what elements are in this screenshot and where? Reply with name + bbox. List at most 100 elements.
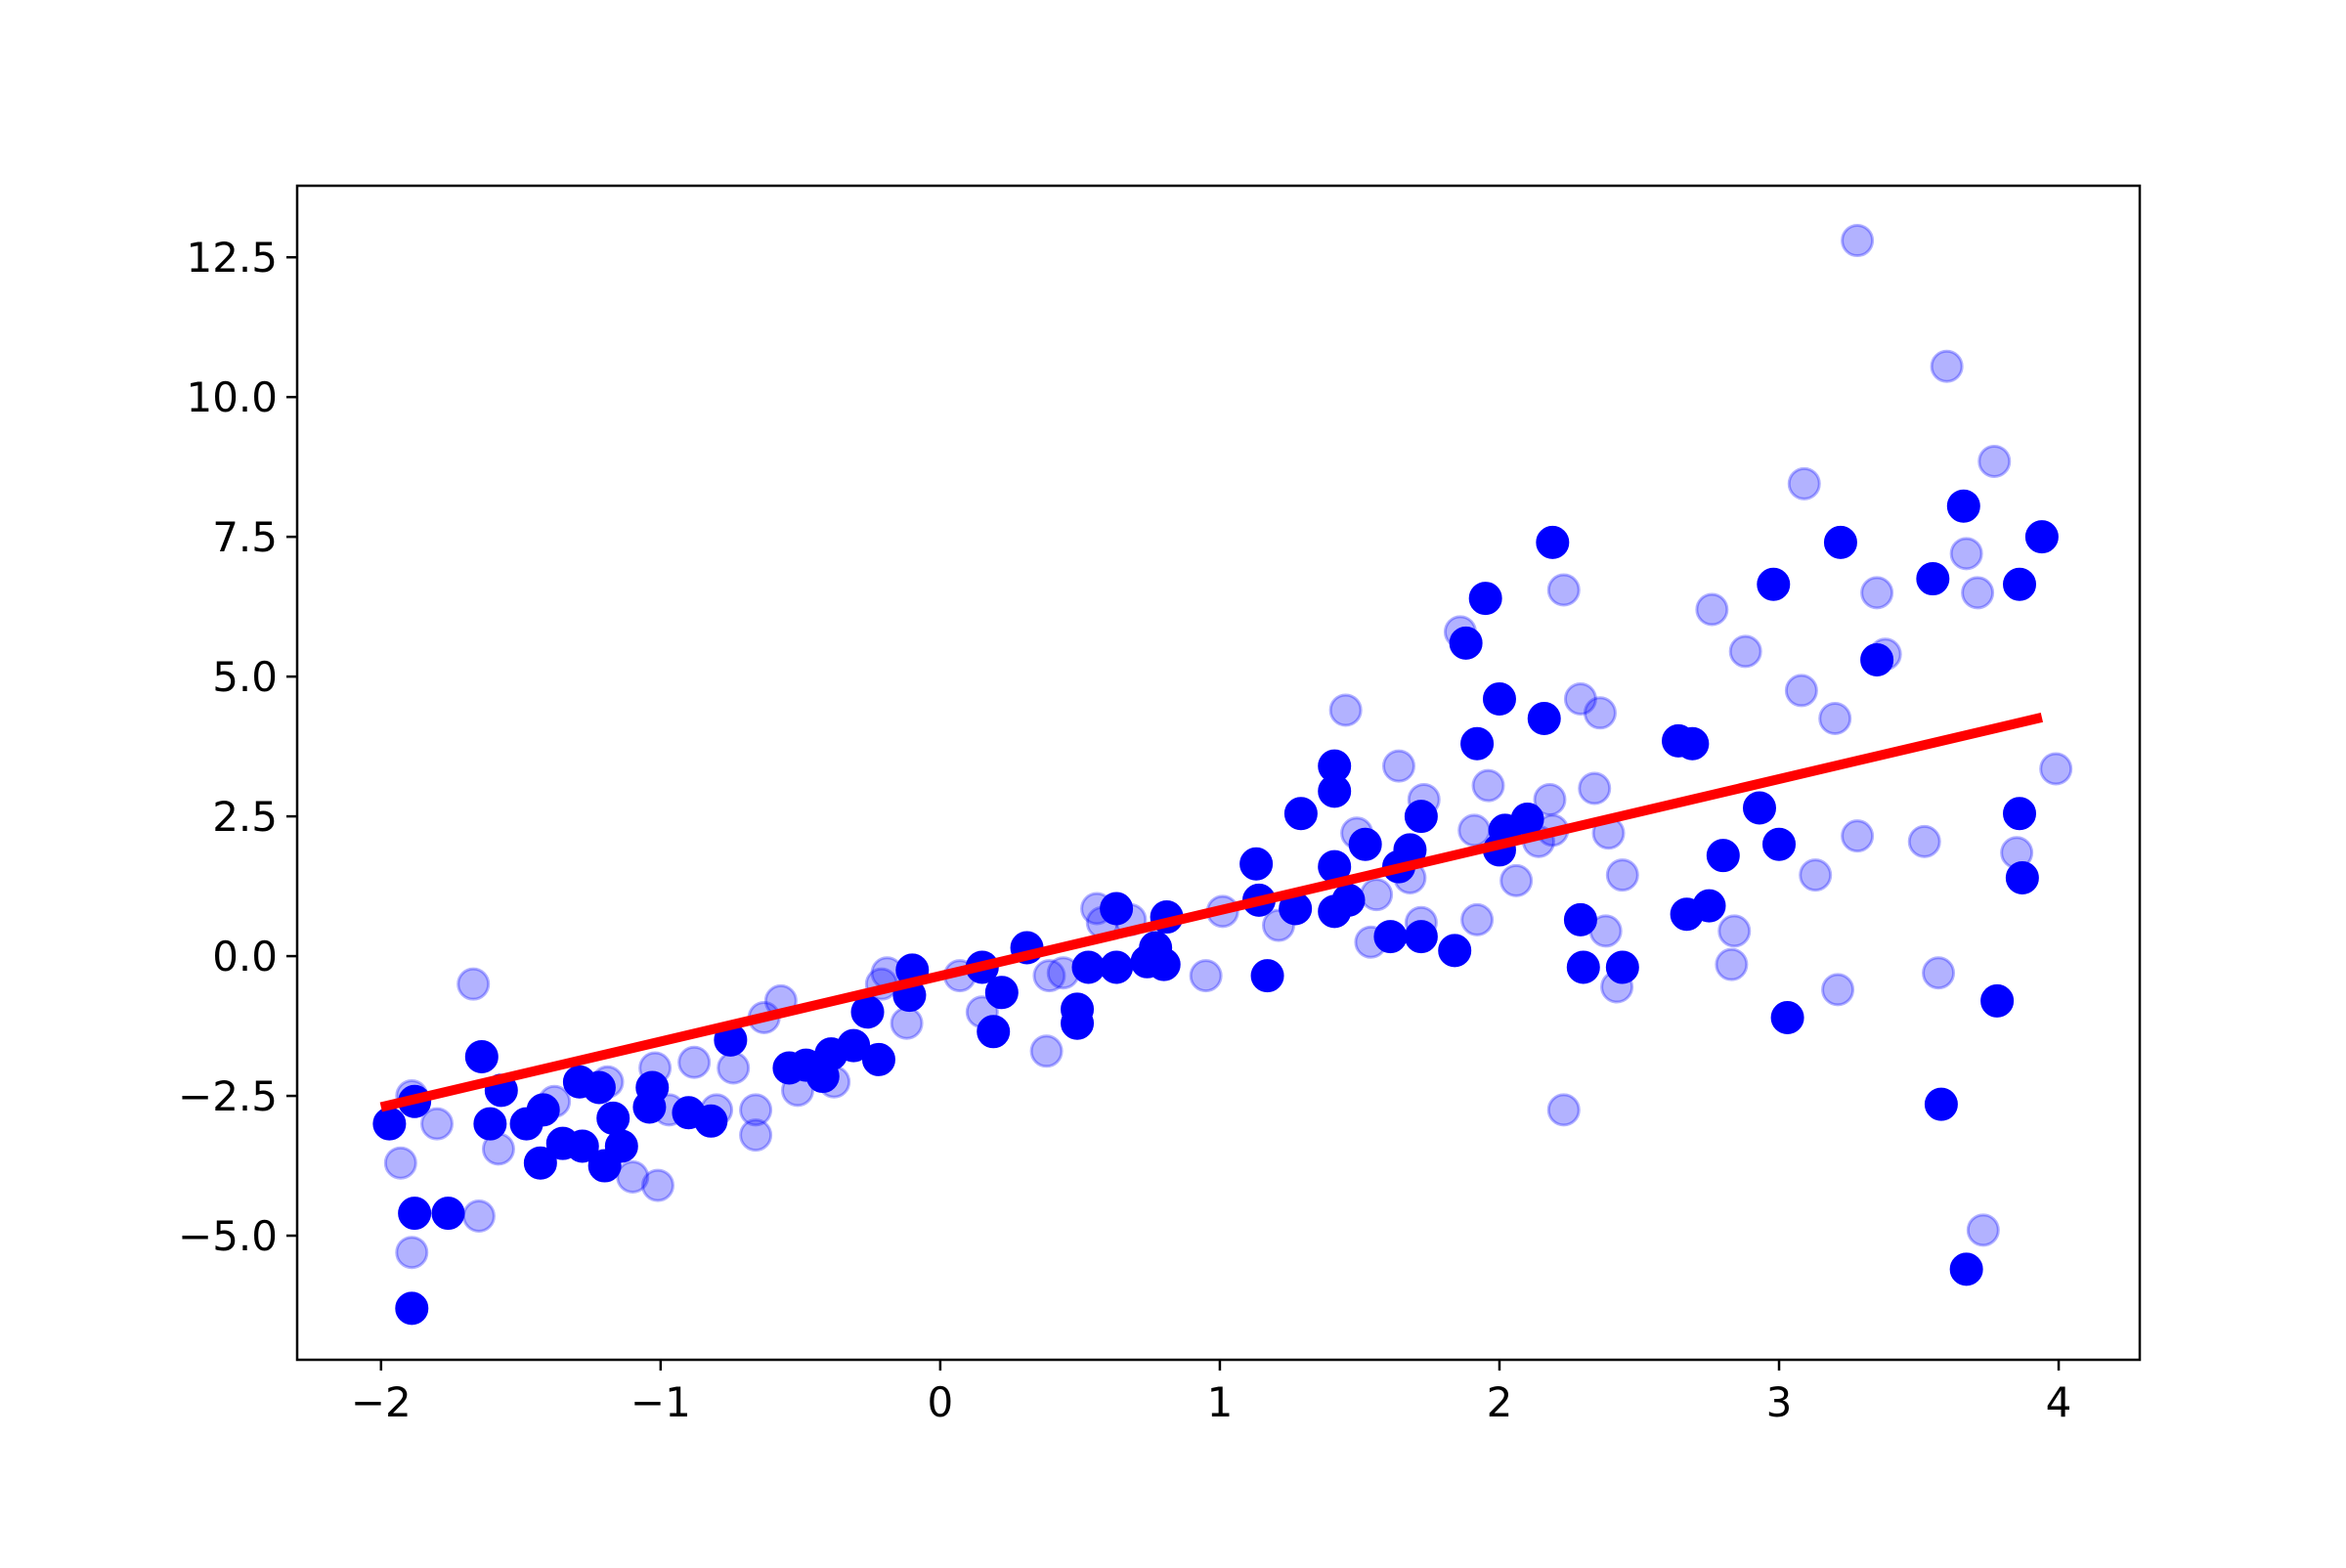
scatter-point — [1460, 726, 1495, 761]
scatter-point — [1061, 1006, 1095, 1040]
scatter-point — [616, 1159, 650, 1194]
scatter-point — [398, 1197, 432, 1231]
scatter-point — [1510, 802, 1544, 836]
scatter-point — [1318, 749, 1352, 783]
scatter-point — [395, 1236, 429, 1270]
scatter-point — [1283, 797, 1318, 831]
scatter-point — [1860, 642, 1894, 676]
scatter-point — [473, 1107, 507, 1141]
x-tick-label: 4 — [2046, 1378, 2072, 1426]
scatter-point — [395, 1291, 429, 1326]
scatter-point — [1471, 768, 1505, 803]
scatter-point — [1360, 878, 1394, 912]
scatter-point — [1605, 950, 1639, 984]
y-tick-label: −2.5 — [178, 1072, 278, 1120]
scatter-point — [1695, 592, 1729, 627]
scatter-point — [1762, 827, 1797, 861]
y-tick-label: 0.0 — [212, 933, 278, 980]
scatter-point — [1563, 682, 1597, 717]
scatter-point — [2024, 520, 2059, 554]
scatter-point — [1578, 771, 1612, 806]
scatter-point — [1029, 1034, 1064, 1068]
x-tick-label: 3 — [1766, 1378, 1793, 1426]
scatter-point — [1527, 702, 1561, 736]
scatter-point — [1348, 827, 1382, 861]
scatter-point — [717, 1051, 751, 1085]
scatter-point — [1924, 1087, 1958, 1121]
scatter-point — [604, 1129, 638, 1163]
scatter-point — [1784, 674, 1818, 708]
y-tick-label: 10.0 — [186, 373, 278, 421]
scatter-point — [861, 1042, 895, 1076]
scatter-point — [372, 1107, 407, 1141]
scatter-point — [739, 1093, 773, 1127]
scatter-point — [2039, 752, 2073, 786]
scatter-point — [1239, 847, 1274, 881]
y-tick-label: −5.0 — [178, 1212, 278, 1260]
scatter-point — [1860, 576, 1894, 610]
scatter-point — [2003, 567, 2037, 601]
scatter-point — [1373, 920, 1408, 954]
scatter-point — [1770, 1000, 1804, 1034]
x-tick-label: 2 — [1487, 1378, 1513, 1426]
scatter-point — [1499, 863, 1534, 897]
scatter-point — [1922, 956, 1956, 990]
scatter-point — [2003, 797, 2037, 831]
scatter-point — [890, 1006, 924, 1040]
scatter-point — [1980, 983, 2015, 1018]
scatter-point — [1583, 696, 1617, 730]
scatter-point — [1949, 537, 1983, 571]
scatter-point — [596, 1101, 630, 1135]
x-tick-label: −2 — [351, 1378, 412, 1426]
scatter-point — [1438, 934, 1472, 968]
y-tick-label: 7.5 — [212, 513, 278, 561]
scatter-point — [1457, 813, 1492, 848]
scatter-point — [1692, 889, 1726, 923]
scatter-point — [1946, 489, 1980, 523]
scatter-point — [984, 976, 1019, 1010]
scatter-point — [1328, 693, 1363, 727]
scatter-point — [1533, 782, 1567, 816]
scatter-point — [1821, 973, 1855, 1007]
scatter-point — [694, 1104, 728, 1138]
scatter-point — [420, 1107, 455, 1141]
scatter-point — [1823, 525, 1857, 559]
scatter-point — [1742, 791, 1776, 825]
scatter-point — [1706, 839, 1740, 873]
scatter-point — [1916, 562, 1950, 596]
scatter-point — [1404, 920, 1438, 954]
scatter-point — [1482, 682, 1516, 717]
plot-frame — [295, 184, 2142, 1362]
scatter-point — [1717, 914, 1752, 948]
scatter-point — [1546, 1093, 1581, 1127]
scatter-point — [1757, 567, 1791, 601]
scatter-point — [1961, 576, 1995, 610]
scatter-point — [526, 1093, 560, 1127]
scatter-point — [582, 1070, 616, 1105]
scatter-point — [1966, 1213, 2000, 1247]
scatter-point — [1841, 224, 1875, 258]
scatter-point — [1468, 582, 1502, 616]
scatter-point — [1546, 573, 1581, 607]
scatter-point — [850, 995, 885, 1029]
scatter-point — [1100, 892, 1134, 926]
scatter-point — [1536, 525, 1570, 559]
scatter-point — [1818, 702, 1852, 736]
scatter-point — [1404, 800, 1438, 834]
scatter-point — [1449, 626, 1483, 660]
scatter-point — [464, 1040, 499, 1074]
scatter-point — [461, 1199, 496, 1234]
fit-line — [379, 713, 2044, 1112]
scatter-point — [1728, 634, 1762, 669]
y-tick-label: 5.0 — [212, 653, 278, 701]
scatter-point — [1563, 902, 1597, 936]
x-tick-label: 0 — [928, 1378, 954, 1426]
scatter-point — [565, 1129, 599, 1163]
scatter-point — [1787, 466, 1821, 501]
scatter-point — [1381, 749, 1415, 783]
scatter-point — [1331, 883, 1366, 917]
scatter-point — [977, 1015, 1011, 1049]
scatter-point — [1250, 959, 1284, 993]
